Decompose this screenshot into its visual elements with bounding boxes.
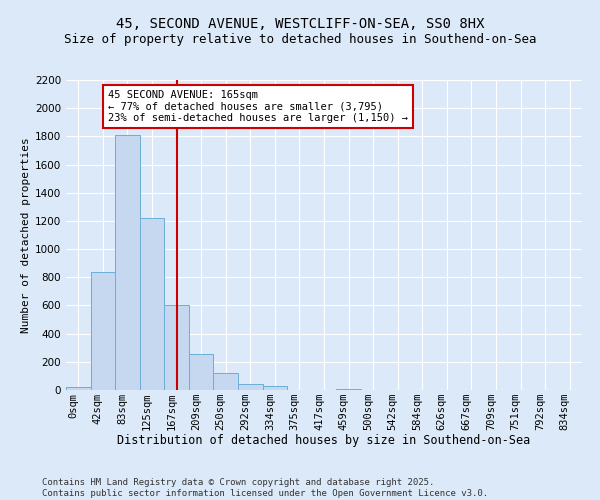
Bar	[189, 354, 214, 390]
Text: 45, SECOND AVENUE, WESTCLIFF-ON-SEA, SS0 8HX: 45, SECOND AVENUE, WESTCLIFF-ON-SEA, SS0…	[116, 18, 484, 32]
Bar	[115, 135, 140, 390]
Bar	[214, 373, 238, 390]
X-axis label: Distribution of detached houses by size in Southend-on-Sea: Distribution of detached houses by size …	[118, 434, 530, 448]
Bar	[66, 387, 91, 390]
Text: 45 SECOND AVENUE: 165sqm
← 77% of detached houses are smaller (3,795)
23% of sem: 45 SECOND AVENUE: 165sqm ← 77% of detach…	[108, 90, 408, 123]
Bar	[263, 386, 287, 390]
Y-axis label: Number of detached properties: Number of detached properties	[21, 137, 31, 333]
Bar	[336, 388, 361, 390]
Bar	[140, 218, 164, 390]
Bar	[164, 306, 189, 390]
Bar	[91, 272, 115, 390]
Bar	[238, 384, 263, 390]
Text: Size of property relative to detached houses in Southend-on-Sea: Size of property relative to detached ho…	[64, 32, 536, 46]
Text: Contains HM Land Registry data © Crown copyright and database right 2025.
Contai: Contains HM Land Registry data © Crown c…	[42, 478, 488, 498]
